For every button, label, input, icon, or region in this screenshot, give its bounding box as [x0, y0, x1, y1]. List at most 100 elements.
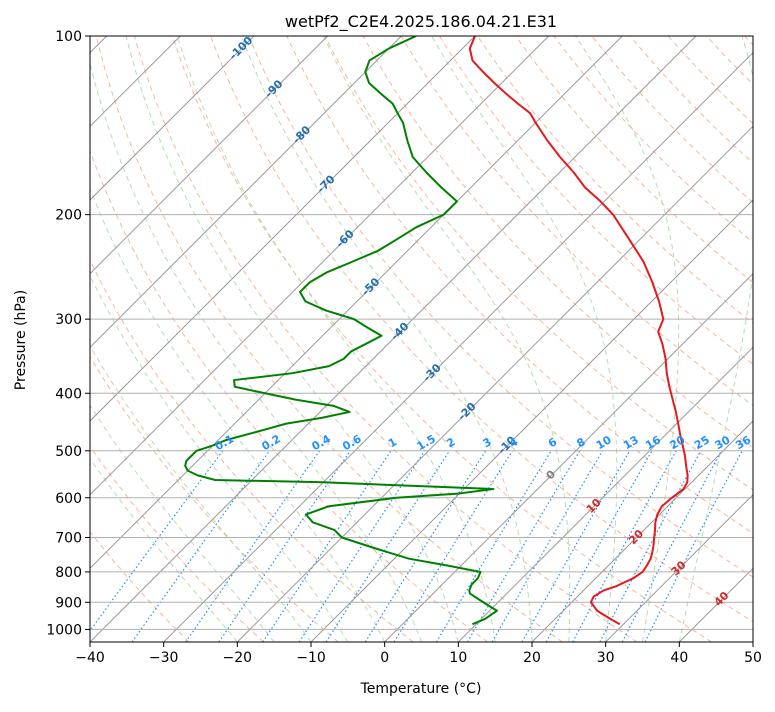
y-tick-label: 1000 [46, 622, 82, 638]
dry-adiabat-line [553, 36, 753, 244]
isotherm-label: -100 [227, 34, 256, 63]
dry-adiabat-line [172, 36, 713, 642]
y-tick-label: 800 [55, 565, 82, 581]
mixing-ratio-label: 16 [643, 433, 663, 452]
isotherm-line [90, 36, 476, 422]
dry-adiabat-line [439, 36, 753, 365]
x-tick-label: 50 [744, 650, 762, 666]
mixing-ratio-line [131, 450, 271, 642]
dry-adiabat-line [95, 36, 563, 642]
moist-adiabat-line [431, 36, 618, 642]
mixing-ratio-label: 8 [575, 435, 588, 450]
moist-adiabat-line [90, 61, 422, 642]
mixing-ratio-label: 6 [546, 435, 559, 450]
mixing-ratio-line [90, 450, 224, 632]
isotherm-line [531, 420, 753, 642]
chart-title: wetPf2_C2E4.2025.186.04.21.E31 [285, 12, 557, 32]
axis-layer: −40 −30 −20 −10 0 10 20 30 40 5010020030040050060… [46, 29, 762, 666]
mixing-ratio-label: 3 [481, 435, 494, 450]
x-tick-label: −20 [223, 650, 253, 666]
mixing-ratio-label: 2 [444, 435, 457, 450]
isotherm-line [90, 36, 697, 642]
mixing-ratio-label: 10 [594, 433, 614, 452]
isotherm-line [310, 199, 753, 642]
dry-adiabat-line [667, 36, 753, 125]
isotherm-line [90, 36, 550, 496]
dry-adiabat-line [744, 36, 753, 46]
isotherm-line [605, 493, 753, 642]
isotherm-line [90, 36, 402, 349]
x-tick-label: 10 [449, 650, 467, 666]
y-tick-label: 500 [55, 444, 82, 460]
dry-adiabat-line [210, 36, 753, 623]
mixing-ratio-line [521, 450, 631, 642]
mixing-ratio-label: 1.5 [415, 432, 438, 453]
mixing-ratio-line [262, 450, 392, 642]
dry-adiabat-line [133, 36, 638, 642]
y-axis-label: Pressure (hPa) [13, 290, 29, 390]
x-tick-label: 0 [380, 650, 389, 666]
mixing-ratio-line [599, 450, 702, 642]
moist-adiabat-line [575, 36, 680, 642]
dewpoint-profile-line [184, 36, 498, 626]
y-tick-label: 900 [55, 595, 82, 611]
dry-adiabat-line [90, 445, 264, 642]
series-layer [184, 36, 689, 626]
mixing-ratio-line [644, 450, 743, 642]
moist-adiabat-line [90, 457, 238, 642]
isotherm-line [236, 125, 753, 642]
mixing-ratio-line [218, 450, 351, 642]
x-tick-label: 20 [523, 650, 541, 666]
mixing-ratio-line [435, 450, 552, 642]
dry-adiabat-line [629, 36, 753, 164]
isotherm-line [384, 272, 753, 642]
moist-adiabat-line [125, 36, 459, 642]
dry-adiabat-line [362, 36, 753, 449]
mixing-ratio-line [298, 450, 426, 642]
isotherm-label: 0 [544, 467, 559, 482]
dry-adiabat-line [705, 36, 753, 85]
y-tick-label: 700 [55, 531, 82, 547]
label-layer: -100-90-80-70-60-50-40-30-20-10010203040… [213, 34, 753, 609]
y-tick-label: 400 [55, 386, 82, 402]
isotherm-line [90, 36, 329, 275]
temperature-profile-line [468, 36, 689, 626]
x-tick-label: 40 [670, 650, 688, 666]
dry-adiabat-line [90, 149, 488, 642]
isotherm-label: -20 [455, 400, 478, 423]
mixing-ratio-line [364, 450, 487, 642]
moist-adiabat-line [323, 36, 571, 642]
dry-adiabat-line [90, 355, 339, 642]
moist-adiabat-line [90, 344, 312, 642]
dry-adiabat-line [515, 36, 753, 284]
isotherm-line [90, 36, 255, 201]
plot-frame [89, 35, 754, 643]
y-tick-label: 600 [55, 491, 82, 507]
dry-adiabat-line [248, 36, 753, 578]
mixing-ratio-label: 13 [621, 433, 641, 452]
mixing-ratio-line [185, 450, 321, 642]
isotherm-label: 30 [669, 558, 689, 578]
mixing-ratio-label: 1 [386, 435, 399, 450]
x-tick-label: 30 [597, 650, 615, 666]
isotherm-line [163, 51, 753, 642]
x-tick-label: −10 [296, 650, 326, 666]
x-tick-label: −40 [75, 650, 105, 666]
mixing-ratio-line [325, 450, 451, 642]
mixing-ratio-label: 0.2 [260, 432, 283, 453]
y-tick-label: 100 [55, 29, 82, 45]
x-axis-label: Temperature (°C) [360, 681, 482, 697]
mixing-ratio-line [491, 450, 603, 642]
dry-adiabat-line [400, 36, 753, 407]
isotherm-line [752, 641, 753, 642]
dry-adiabat-line [90, 531, 190, 642]
x-tick-label: −30 [149, 650, 179, 666]
isotherm-line [457, 346, 753, 642]
dry-adiabat-line [591, 36, 753, 204]
moist-adiabat-line [240, 36, 533, 642]
isotherm-label: -80 [290, 123, 313, 146]
mixing-ratio-line [466, 450, 581, 642]
mixing-ratio-label: 0.1 [213, 432, 236, 453]
mixing-ratio-label: 30 [713, 433, 733, 452]
